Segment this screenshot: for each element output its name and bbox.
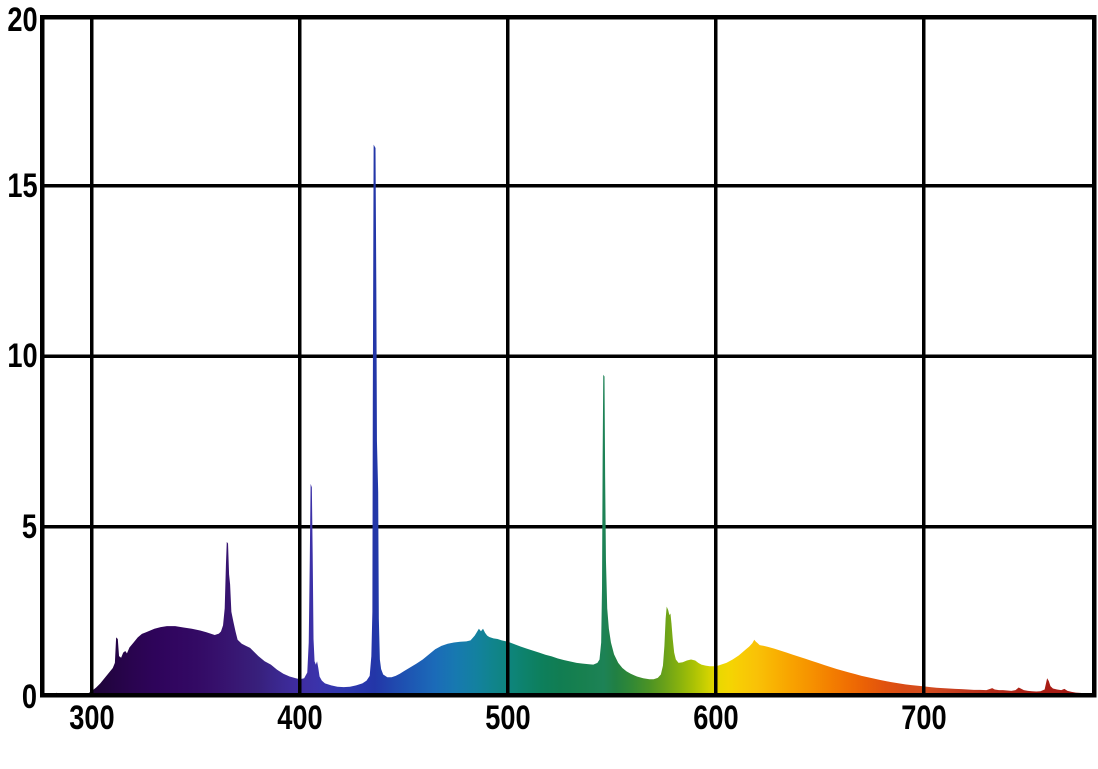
y-tick-label: 5 [21, 507, 37, 546]
y-tick-label: 0 [21, 678, 37, 716]
y-tick-label: 20 [7, 1, 38, 39]
vertical-gridlines [90, 15, 926, 697]
y-tick-label: 10 [7, 337, 38, 375]
y-tick-label: 15 [7, 166, 38, 205]
x-tick-label: 600 [693, 699, 739, 737]
plot-frame [39, 14, 1097, 698]
x-tick-label: 700 [901, 699, 947, 737]
horizontal-gridlines [40, 183, 1096, 529]
x-tick-label: 500 [485, 699, 531, 737]
x-tick-label: 300 [69, 699, 115, 737]
x-tick-label: 400 [277, 699, 323, 737]
spectrum-area [40, 144, 1093, 697]
